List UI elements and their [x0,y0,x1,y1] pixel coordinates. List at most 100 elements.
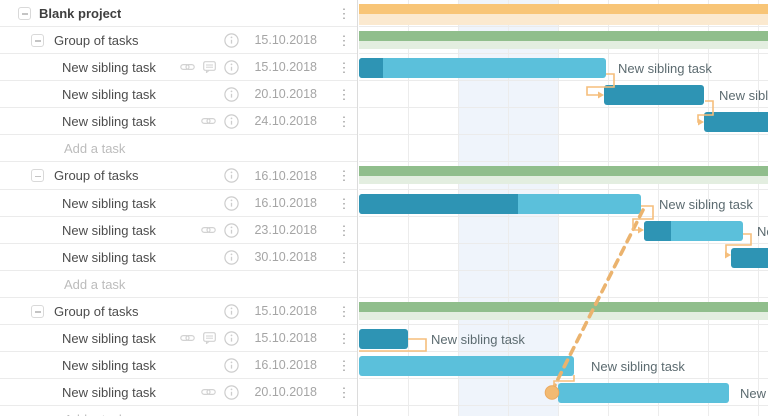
link-icon[interactable] [201,116,216,126]
task-row[interactable]: New sibling task 23.10.2018 ⋮ [0,217,357,244]
comment-icon[interactable] [203,61,216,73]
start-date[interactable]: 15.10.2018 [254,60,317,74]
group-row[interactable]: Group of tasks 15.10.2018 ⋮ [0,298,357,325]
info-icon[interactable] [224,32,239,48]
add-task-row[interactable]: Add a task [0,271,357,298]
task-row[interactable]: New sibling task 20.10.2018 ⋮ [0,379,357,406]
collapse-minus-icon[interactable] [31,304,44,318]
group-bar[interactable] [359,302,768,312]
task-row[interactable]: New sibling task 16.10.2018 ⋮ [0,352,357,379]
info-icon[interactable] [224,195,239,211]
group-bar[interactable] [359,166,768,176]
start-date[interactable]: 24.10.2018 [254,114,317,128]
gantt-chart: New sibling task New sibling task New si… [359,0,768,416]
info-icon[interactable] [224,303,239,319]
start-date[interactable]: 30.10.2018 [254,250,317,264]
info-icon[interactable] [224,113,239,129]
info-icon[interactable] [224,357,239,373]
kebab-menu-icon[interactable]: ⋮ [337,5,351,21]
task-row[interactable]: New sibling task 16.10.2018 ⋮ [0,190,357,217]
task-bar[interactable] [558,383,729,403]
add-task-label: Add a task [64,276,126,292]
info-icon[interactable] [224,59,239,75]
task-bar[interactable] [359,58,606,78]
task-name: New sibling task [62,222,156,238]
comment-icon[interactable] [203,332,216,344]
link-icon[interactable] [201,225,216,235]
task-row[interactable]: New sibling task 15.10.2018 ⋮ [0,54,357,81]
task-bar[interactable] [731,248,768,268]
info-icon[interactable] [224,168,239,183]
group-row[interactable]: Group of tasks 16.10.2018 ⋮ [0,162,357,190]
start-date[interactable]: 15.10.2018 [254,304,317,318]
start-date[interactable]: 16.10.2018 [254,196,317,210]
task-name: New sibling task [62,113,156,129]
grid-line [658,0,659,416]
task-row[interactable]: New sibling task 20.10.2018 ⋮ [0,81,357,108]
row-line [359,324,768,325]
kebab-menu-icon[interactable]: ⋮ [337,330,351,346]
row-line [359,378,768,379]
collapse-minus-icon[interactable] [18,6,31,20]
task-bar[interactable] [359,329,408,349]
task-row[interactable]: New sibling task 24.10.2018 ⋮ [0,108,357,135]
collapse-minus-icon[interactable] [31,169,44,182]
row-line [359,270,768,271]
task-bar[interactable] [359,356,574,376]
start-date[interactable]: 15.10.2018 [254,331,317,345]
group-bar-shade [359,176,768,184]
info-icon[interactable] [224,222,239,238]
start-date[interactable]: 15.10.2018 [254,33,317,47]
task-name: New sibling task [62,330,156,346]
row-line [359,243,768,244]
kebab-menu-icon[interactable]: ⋮ [337,222,351,238]
kebab-menu-icon[interactable]: ⋮ [337,357,351,373]
kebab-menu-icon[interactable]: ⋮ [337,32,351,48]
project-row[interactable]: Blank project ⋮ [0,0,357,27]
info-icon[interactable] [224,86,239,102]
task-row[interactable]: New sibling task 15.10.2018 ⋮ [0,325,357,352]
add-task-label: Add a task [64,140,126,156]
link-icon[interactable] [201,387,216,397]
group-bar[interactable] [359,31,768,41]
task-bar[interactable] [359,194,641,214]
progress-fill [359,58,383,78]
kebab-menu-icon[interactable]: ⋮ [337,249,351,265]
add-task-row[interactable]: Add a task [0,135,357,162]
task-bar[interactable] [644,221,743,241]
start-date[interactable]: 16.10.2018 [254,358,317,372]
kebab-menu-icon[interactable]: ⋮ [337,303,351,319]
task-name: New sibling task [62,86,156,102]
task-bar[interactable] [604,85,704,105]
start-date[interactable]: 23.10.2018 [254,223,317,237]
task-bar[interactable] [704,112,768,132]
link-icon[interactable] [180,333,195,343]
task-row[interactable]: New sibling task 30.10.2018 ⋮ [0,244,357,271]
task-name: New sibling task [62,249,156,265]
link-icon[interactable] [180,62,195,72]
add-task-row[interactable]: Add a task [0,406,357,416]
kebab-menu-icon[interactable]: ⋮ [337,113,351,129]
project-bar[interactable] [359,4,768,14]
kebab-menu-icon[interactable]: ⋮ [337,59,351,75]
group-row[interactable]: Group of tasks 15.10.2018 ⋮ [0,27,357,54]
info-icon[interactable] [224,330,239,346]
task-name: New sibling task [62,59,156,75]
task-grid: Blank project ⋮ Group of tasks 15.10.201… [0,0,358,416]
task-name: New sibling task [62,195,156,211]
progress-fill [644,221,671,241]
start-date[interactable]: 16.10.2018 [254,168,317,183]
start-date[interactable]: 20.10.2018 [254,87,317,101]
start-date[interactable]: 20.10.2018 [254,385,317,399]
bar-label: New sibling task [431,332,525,347]
row-line [359,134,768,135]
kebab-menu-icon[interactable]: ⋮ [337,384,351,400]
info-icon[interactable] [224,249,239,265]
info-icon[interactable] [224,384,239,400]
kebab-menu-icon[interactable]: ⋮ [337,195,351,211]
bar-label: New sibling task [618,61,712,76]
kebab-menu-icon[interactable]: ⋮ [337,86,351,102]
kebab-menu-icon[interactable]: ⋮ [337,168,351,183]
collapse-minus-icon[interactable] [31,33,44,47]
